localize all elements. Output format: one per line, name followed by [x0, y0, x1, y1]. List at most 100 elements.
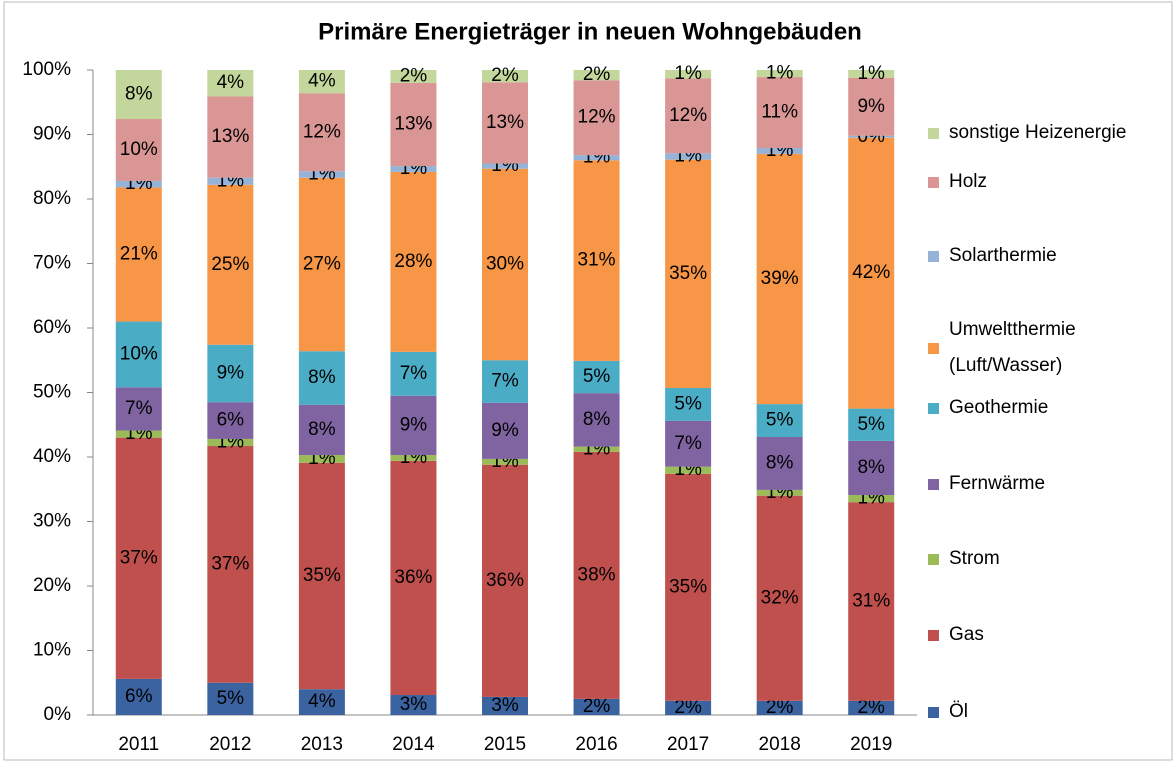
- data-label: 30%: [486, 253, 524, 274]
- legend-item: Holz: [928, 164, 1158, 200]
- legend-item: Strom: [928, 541, 1158, 577]
- legend-label: Geothermie: [949, 397, 1049, 418]
- data-label: 8%: [583, 409, 611, 430]
- data-label: 11%: [761, 102, 798, 123]
- legend-item: Solarthermie: [928, 238, 1158, 274]
- data-label: 9%: [857, 96, 885, 117]
- bar-segment: [115, 321, 162, 388]
- y-tick-label: 70%: [33, 253, 71, 274]
- bar-segment: [756, 495, 803, 701]
- x-tick-label: 2012: [209, 734, 251, 755]
- bar-segment: [207, 177, 254, 185]
- data-label: 35%: [303, 565, 341, 586]
- data-label: 42%: [852, 262, 890, 283]
- bar-segment: [665, 159, 712, 388]
- data-label: 36%: [394, 567, 432, 588]
- data-label: 31%: [578, 250, 616, 271]
- bar-segment: [390, 351, 437, 396]
- bar-segment: [115, 180, 162, 188]
- data-label: 8%: [857, 457, 885, 478]
- data-label: 5%: [583, 366, 611, 387]
- bar-segment: [756, 700, 803, 715]
- x-tick-label: 2011: [118, 734, 159, 755]
- legend-label: Strom: [949, 548, 1000, 569]
- data-label: 6%: [125, 686, 153, 707]
- data-label: 31%: [852, 590, 890, 611]
- bar-segment: [207, 402, 254, 439]
- data-label: 35%: [669, 576, 707, 597]
- data-label: 1%: [766, 63, 794, 84]
- bar-segment: [756, 404, 803, 438]
- data-label: 39%: [761, 268, 799, 289]
- data-label: 28%: [394, 251, 432, 272]
- bar-segment: [482, 464, 528, 697]
- bar-segment: [390, 460, 437, 696]
- y-tick-label: 60%: [33, 317, 71, 338]
- data-label: 9%: [400, 414, 428, 435]
- bar-segment: [115, 187, 162, 322]
- x-tick-label: 2017: [667, 734, 709, 755]
- bar-segment: [115, 119, 162, 181]
- bar-segment: [573, 393, 620, 447]
- data-label: 35%: [669, 263, 707, 284]
- bar-segment: [115, 437, 162, 679]
- bar-segment: [573, 70, 620, 81]
- bar-segment: [207, 344, 254, 403]
- bar-segment: [848, 495, 895, 503]
- bar-segment: [756, 153, 803, 405]
- data-label: 7%: [491, 371, 519, 392]
- legend-label: sonstige Heizenergie: [949, 122, 1127, 143]
- data-label: 32%: [761, 587, 799, 608]
- data-label: 5%: [857, 414, 885, 435]
- data-label: 25%: [211, 254, 249, 275]
- legend-swatch: [928, 553, 939, 565]
- legend-label: Öl: [949, 701, 968, 722]
- bar-segment: [573, 160, 620, 361]
- y-tick-label: 0%: [44, 704, 72, 725]
- data-label: 37%: [120, 547, 158, 568]
- bar-segment: [207, 96, 254, 178]
- data-label: 2%: [766, 697, 794, 718]
- bar-segment: [298, 70, 345, 94]
- legend-swatch: [928, 402, 939, 414]
- bar-segment: [298, 93, 345, 172]
- bar-segment: [665, 473, 712, 701]
- data-label: 2%: [583, 64, 611, 85]
- legend-swatch: [928, 176, 939, 188]
- legend-swatch: [928, 706, 939, 718]
- bar-segment: [207, 438, 254, 447]
- data-label: 8%: [308, 419, 336, 440]
- legend-item: Gas: [928, 617, 1158, 653]
- bar-segment: [848, 502, 895, 701]
- legend-label: Fernwärme: [949, 473, 1046, 494]
- legend-label: Gas: [949, 624, 984, 645]
- bar-segment: [298, 455, 345, 463]
- bar-segment: [390, 695, 437, 715]
- bar-segment: [848, 408, 895, 441]
- legend-item: Geothermie: [928, 390, 1158, 426]
- bar-segment: [482, 70, 528, 83]
- bar-segment: [482, 696, 528, 715]
- y-tick-label: 30%: [33, 511, 71, 532]
- bar-segment: [573, 698, 620, 715]
- bar-segment: [756, 437, 803, 490]
- data-label: 6%: [217, 410, 245, 431]
- bar-segment: [298, 462, 345, 690]
- x-tick-label: 2014: [392, 734, 435, 755]
- y-tick-label: 20%: [33, 575, 71, 596]
- legend-item: sonstige Heizenergie: [928, 115, 1158, 151]
- bar-segment: [756, 148, 803, 154]
- bar-segment: [665, 78, 712, 154]
- data-label: 12%: [303, 121, 341, 142]
- data-label: 8%: [125, 84, 153, 105]
- bar-segment: [298, 177, 345, 352]
- bar-segment: [665, 420, 712, 467]
- bar-segment: [115, 678, 162, 715]
- bar-segment: [390, 70, 437, 83]
- data-label: 13%: [394, 114, 432, 135]
- legend-label: Umweltthermie (Luft/Wasser): [949, 319, 1076, 376]
- bar-segment: [848, 700, 895, 715]
- bar-segment: [482, 168, 528, 361]
- bar-segment: [665, 466, 712, 474]
- y-tick-label: 90%: [33, 124, 71, 145]
